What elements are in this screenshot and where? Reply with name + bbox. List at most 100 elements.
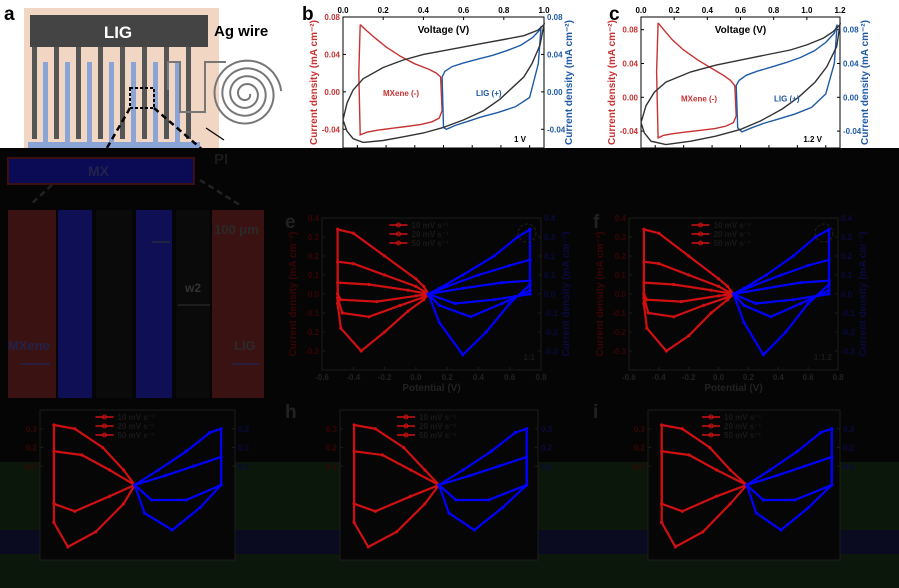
i-series-2-point-4: [830, 427, 834, 431]
e-series-3-point-7: [508, 301, 512, 306]
g-series-3: [133, 455, 223, 502]
f-series-5-point-2: [799, 281, 803, 285]
e-series-0-point-11: [339, 326, 343, 330]
g-series-0-point-9: [52, 520, 56, 525]
e-y2tick-label-5: -0.1: [544, 309, 558, 318]
f-series-0-point-5: [725, 284, 730, 288]
b-series-2: [342, 22, 546, 144]
h-series-1-point-3: [409, 468, 413, 472]
f-series-1-point-10: [646, 311, 651, 315]
i-series-0: [660, 423, 749, 549]
h-series-0-point-8: [366, 545, 370, 549]
c-y2label: Current density (mA cm⁻²): [860, 20, 871, 145]
b-y2label: Current density (mA cm⁻²): [564, 20, 575, 145]
h-y2tick-label-2: 0.1: [541, 462, 553, 471]
f-series-5-point-3: [827, 279, 831, 283]
e-series-4: [427, 258, 532, 318]
finger-2: [43, 62, 48, 142]
f-series-1-point-7: [724, 296, 728, 300]
f-ytick-label-4: 0.0: [615, 290, 627, 299]
h-series-0-point-2: [373, 427, 377, 431]
h-series-2-point-4: [525, 427, 529, 431]
h-series-0-point-6: [423, 502, 427, 506]
f-ytick-label-3: 0.1: [615, 271, 627, 280]
finger-5: [76, 47, 81, 139]
e-ytick-label-6: -0.2: [305, 328, 319, 337]
e-series-0-point-5: [422, 284, 426, 288]
f-legend-entry-2: 50 mV s⁻¹: [714, 239, 751, 248]
f-series-2-point-1: [642, 281, 646, 285]
scale-label: 100 μm: [214, 222, 259, 237]
g-legend-marker-1: [102, 423, 107, 429]
g-legend-marker-2: [102, 432, 107, 438]
g-legend-entry-0: 10 mV s⁻¹: [118, 413, 155, 422]
c-annotation-mxene: MXene (-): [681, 94, 717, 103]
i-legend-entry-0: 10 mV s⁻¹: [724, 413, 761, 422]
f-series-5-point-5: [791, 298, 795, 302]
b-x2tick-label-1: 0.2: [378, 6, 390, 15]
h-series-0-point-3: [402, 445, 406, 450]
g-series-0-point-4: [121, 468, 126, 472]
e-series-3-point-10: [437, 320, 441, 325]
f-y2tick-label-6: -0.2: [841, 328, 855, 337]
e-ylabel: Current density (mA cm⁻²): [288, 232, 299, 357]
f-series-4-point-6: [799, 301, 803, 306]
f-series-3: [732, 227, 831, 357]
zoom-line-right: [153, 107, 206, 153]
e-series-0-point-3: [382, 254, 387, 258]
e-series-1-point-8: [398, 303, 402, 307]
i-ytick-label-1: 0.2: [634, 444, 646, 453]
i-series-0-point-1: [660, 423, 664, 427]
e-y2tick-label-4: 0.0: [544, 290, 556, 299]
h-legend-entry-2: 50 mV s⁻¹: [419, 431, 456, 440]
e-series-2-point-8: [336, 292, 340, 296]
b-x2tick-label-5: 1.0: [538, 6, 550, 15]
g-series-1-point-3: [108, 468, 112, 472]
h-series-1-point-5: [409, 494, 413, 498]
h-legend-marker-2: [403, 432, 409, 438]
e-series-5-point-5: [492, 298, 496, 302]
g-series-2-point-1: [156, 468, 160, 472]
f-series-0-point-8: [709, 311, 713, 315]
e-series-5-point-6: [453, 301, 457, 306]
lig-zoom-label: LIG: [234, 338, 256, 353]
e-series-5-point-7: [426, 292, 430, 296]
zoom-line-left-2: [29, 184, 53, 206]
i-series-0-point-9: [660, 520, 664, 525]
finger-8: [109, 62, 114, 142]
c-annotation-voltage: 1.2 V: [803, 135, 822, 144]
f-y2tick-label-3: 0.1: [841, 271, 853, 280]
e-series-2-point-3: [406, 288, 410, 292]
e-highlight-circle: [517, 223, 537, 243]
b-ytick-label-1: 0.04: [324, 50, 340, 59]
f-xtick-label-0: -0.6: [622, 373, 636, 382]
i-ytick-label-2: 0.1: [634, 462, 646, 471]
f-series-1-point-1: [642, 260, 646, 264]
e-xtick-label-5: 0.4: [473, 373, 485, 382]
i-series-3-point-2: [802, 464, 806, 468]
f-series-0-point-9: [687, 334, 691, 338]
g-series-0-point-2: [73, 427, 77, 431]
h-series-3-point-7: [437, 483, 441, 487]
i-series-0-point-4: [728, 468, 732, 472]
e-series-4-point-7: [469, 315, 473, 319]
finger-13: [164, 47, 169, 139]
f-y2tick-label-5: -0.1: [841, 309, 855, 318]
e-series-1-point-4: [414, 284, 418, 288]
lig-bus-bar: [30, 15, 208, 47]
i-legend-marker-1: [708, 423, 714, 429]
h-series-0-point-9: [352, 520, 356, 525]
h-series-1-point-7: [352, 502, 356, 506]
h-legend-entry-0: 10 mV s⁻¹: [419, 413, 456, 422]
f-xtick-label-6: 0.6: [803, 373, 815, 382]
e-series-4-point-6: [500, 301, 504, 306]
h-series-3-point-4: [525, 483, 529, 487]
f-series-3-point-5: [827, 227, 831, 231]
e-series-0-point-2: [351, 231, 355, 235]
i-series-1-point-6: [680, 509, 684, 513]
panel-label-e: e: [285, 212, 296, 233]
h-series-2-point-8: [447, 511, 451, 515]
e-ytick-label-1: 0.3: [308, 233, 320, 242]
f-series-1-point-9: [672, 315, 676, 319]
